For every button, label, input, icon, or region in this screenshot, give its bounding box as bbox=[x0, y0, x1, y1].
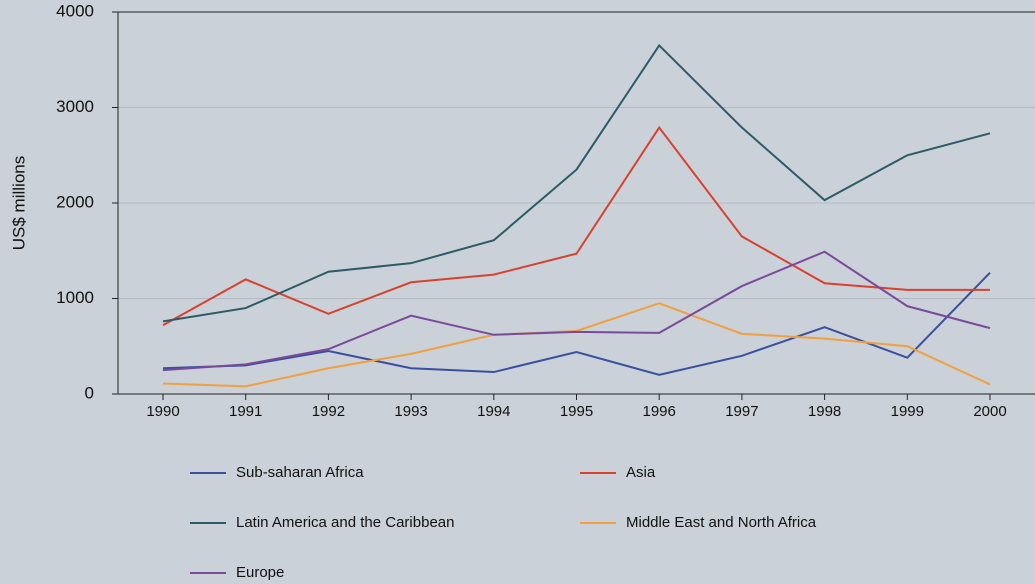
series-line bbox=[162, 250, 991, 372]
y-tick-label: 4000 bbox=[56, 1, 94, 20]
x-tick-label: 1990 bbox=[146, 403, 179, 420]
x-tick-label: 1999 bbox=[891, 403, 924, 420]
x-tick-label: 1997 bbox=[725, 403, 758, 420]
series-line bbox=[162, 125, 990, 327]
y-tick-label: 3000 bbox=[56, 97, 94, 116]
x-tick-label: 1993 bbox=[394, 403, 427, 420]
x-tick-label: 1995 bbox=[560, 403, 593, 420]
x-tick-label: 1992 bbox=[312, 403, 345, 420]
x-tick-label: 2000 bbox=[973, 403, 1006, 420]
y-tick-label: 0 bbox=[85, 383, 94, 402]
legend-label: Asia bbox=[626, 464, 656, 481]
y-tick-label: 2000 bbox=[56, 192, 94, 211]
y-tick-label: 1000 bbox=[56, 288, 94, 307]
x-tick-label: 1994 bbox=[477, 403, 510, 420]
legend-label: Latin America and the Caribbean bbox=[236, 514, 454, 531]
legend-label: Middle East and North Africa bbox=[626, 514, 817, 531]
legend-label: Europe bbox=[236, 564, 284, 581]
legend-label: Sub-saharan Africa bbox=[236, 464, 364, 481]
series-line bbox=[162, 43, 991, 323]
x-tick-label: 1991 bbox=[229, 403, 262, 420]
y-axis-label: US$ millions bbox=[9, 156, 28, 250]
x-tick-label: 1996 bbox=[643, 403, 676, 420]
series-line bbox=[162, 272, 991, 376]
x-tick-label: 1998 bbox=[808, 403, 841, 420]
